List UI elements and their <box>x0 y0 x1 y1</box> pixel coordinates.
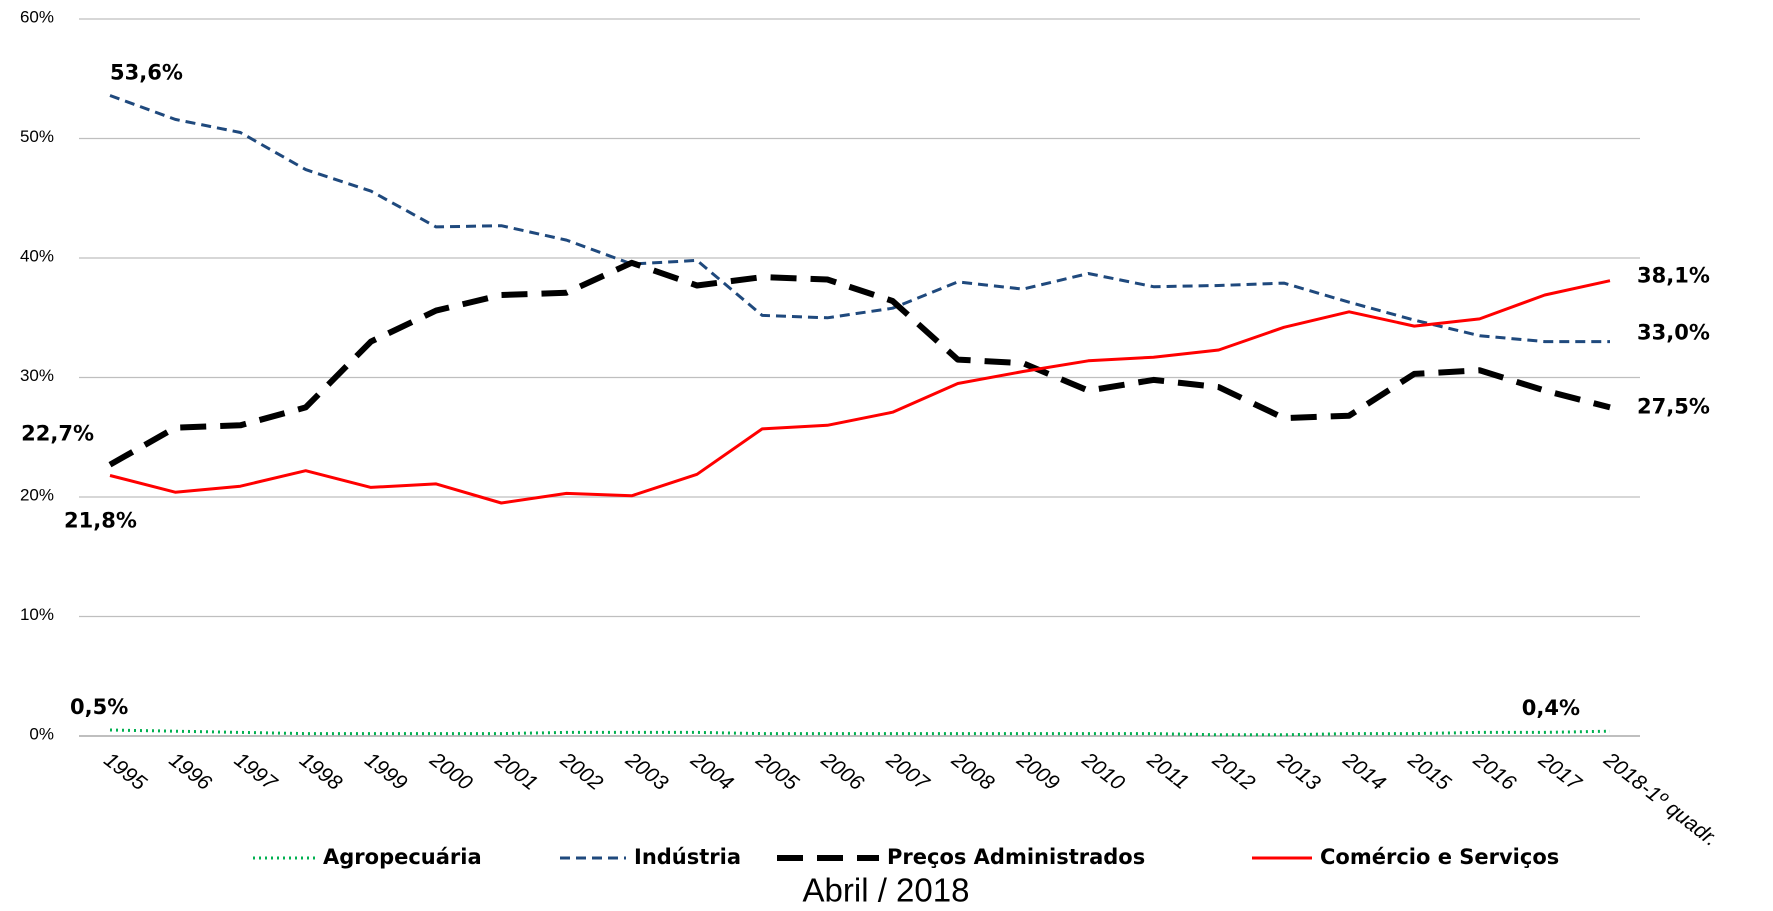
legend-label: Agropecuária <box>323 845 482 869</box>
x-tick-label: 2016 <box>1468 748 1520 796</box>
data-label: 38,1% <box>1637 264 1710 288</box>
x-tick-label: 2002 <box>555 748 607 796</box>
series-line <box>109 279 1611 505</box>
data-label: 27,5% <box>1637 394 1710 418</box>
x-tick-label: 2003 <box>620 748 672 796</box>
x-tick-label: 2017 <box>1534 748 1587 796</box>
x-tick-label: 1995 <box>100 748 151 795</box>
series-line <box>108 259 1611 468</box>
x-tick-label: 1997 <box>230 748 282 796</box>
y-tick-label: 20% <box>20 485 54 504</box>
x-tick-label: 2006 <box>816 748 868 796</box>
x-tick-label: 2009 <box>1012 748 1064 796</box>
x-tick-label: 2000 <box>425 748 477 796</box>
legend-label: Preços Administrados <box>887 845 1145 869</box>
x-tick-label: 1999 <box>360 748 411 795</box>
data-label: 0,4% <box>1522 696 1580 720</box>
series-line <box>109 94 1610 344</box>
x-tick-label: 2018-1º quadr. <box>1599 748 1722 851</box>
x-tick-label: 2008 <box>947 748 999 796</box>
y-tick-label: 60% <box>20 7 54 26</box>
x-tick-label: 2007 <box>881 748 934 796</box>
x-tick-label: 2005 <box>751 748 803 796</box>
y-tick-label: 10% <box>20 605 54 624</box>
x-tick-label: 2013 <box>1273 748 1325 796</box>
data-label: 33,0% <box>1637 321 1710 345</box>
x-tick-label: 2014 <box>1338 748 1390 796</box>
x-tick-label: 2010 <box>1077 748 1129 796</box>
legend-label: Indústria <box>634 845 741 869</box>
x-tick-label: 2012 <box>1207 748 1259 796</box>
legend-label: Comércio e Serviços <box>1320 845 1559 869</box>
x-tick-label: 2015 <box>1403 748 1455 796</box>
caption: Abril / 2018 <box>803 872 970 909</box>
x-tick-label: 2011 <box>1142 748 1193 795</box>
data-label: 0,5% <box>70 695 128 719</box>
x-tick-label: 1998 <box>295 748 346 795</box>
x-tick-label: 2001 <box>490 748 542 796</box>
y-tick-label: 40% <box>20 246 54 265</box>
y-tick-label: 50% <box>20 127 54 146</box>
data-label: 21,8% <box>64 508 137 532</box>
data-label: 53,6% <box>110 60 183 84</box>
y-tick-label: 30% <box>20 366 54 385</box>
x-tick-label: 2004 <box>686 748 738 796</box>
y-tick-label: 0% <box>29 724 54 743</box>
series-line <box>109 728 1611 737</box>
x-tick-label: 1996 <box>165 748 216 795</box>
data-label: 22,7% <box>21 422 94 446</box>
